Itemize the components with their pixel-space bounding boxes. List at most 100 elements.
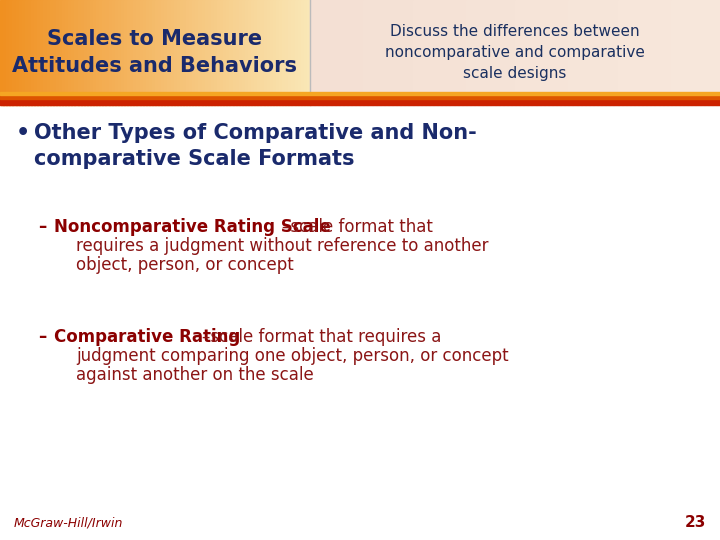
Bar [266, 0, 271, 105]
Text: –scale format that requires a: –scale format that requires a [202, 328, 441, 346]
Bar [164, 0, 168, 105]
Bar [140, 0, 143, 105]
Bar [343, 0, 348, 105]
Bar [478, 0, 483, 105]
Bar [230, 0, 233, 105]
Bar [24, 0, 29, 105]
Bar [671, 0, 676, 105]
Bar [355, 0, 360, 105]
Bar [37, 0, 41, 105]
Bar [161, 0, 166, 105]
Bar [691, 0, 696, 105]
Bar [621, 0, 626, 105]
Text: Scales to Measure
Attitudes and Behaviors: Scales to Measure Attitudes and Behavior… [12, 29, 297, 76]
Bar [379, 0, 384, 105]
Bar [0, 99, 720, 105]
Bar [392, 0, 397, 105]
Bar [330, 0, 336, 105]
Bar [314, 0, 319, 105]
Bar [396, 0, 401, 105]
Bar [239, 0, 243, 105]
Bar [294, 0, 299, 105]
Bar [433, 0, 438, 105]
Bar [568, 0, 573, 105]
Bar [118, 0, 122, 105]
Bar [539, 0, 545, 105]
Bar [202, 0, 206, 105]
Bar [417, 0, 422, 105]
Bar [0, 0, 4, 105]
Bar [606, 0, 611, 105]
Bar [133, 0, 138, 105]
Bar [425, 0, 430, 105]
Bar [326, 0, 331, 105]
Bar [482, 0, 487, 105]
Bar [359, 0, 364, 105]
Bar [50, 0, 54, 105]
Bar [226, 0, 230, 105]
Bar [548, 0, 553, 105]
Bar [503, 0, 508, 105]
Bar [292, 0, 295, 105]
Bar [171, 0, 174, 105]
Bar [712, 0, 717, 105]
Bar [90, 0, 94, 105]
Bar [220, 0, 224, 105]
Bar [149, 0, 153, 105]
Bar [413, 0, 418, 105]
Bar [56, 0, 60, 105]
Bar [136, 0, 140, 105]
Bar [642, 0, 647, 105]
Bar [486, 0, 492, 105]
Bar [445, 0, 451, 105]
Bar [318, 0, 323, 105]
Bar [233, 0, 237, 105]
Bar [0, 95, 720, 99]
Bar [527, 0, 532, 105]
Bar [384, 0, 389, 105]
Text: judgment comparing one object, person, or concept: judgment comparing one object, person, o… [76, 347, 508, 365]
Bar [388, 0, 393, 105]
Bar [189, 0, 193, 105]
Bar [31, 0, 35, 105]
Bar [53, 0, 57, 105]
Bar [105, 0, 109, 105]
Bar [696, 0, 701, 105]
Bar [62, 0, 66, 105]
Bar [490, 0, 495, 105]
Bar [609, 0, 614, 105]
Bar [703, 0, 708, 105]
Bar [145, 0, 150, 105]
Bar [180, 0, 184, 105]
Bar [335, 0, 340, 105]
Bar [84, 0, 88, 105]
Bar [351, 0, 356, 105]
Bar [495, 0, 500, 105]
Bar [261, 0, 264, 105]
Bar [99, 0, 103, 105]
Bar [462, 0, 467, 105]
Bar [659, 0, 664, 105]
Bar [223, 0, 228, 105]
Bar [109, 0, 112, 105]
Bar [437, 0, 442, 105]
Bar [93, 0, 97, 105]
Bar [304, 0, 308, 105]
Bar [654, 0, 660, 105]
Text: 23: 23 [685, 515, 706, 530]
Bar [74, 0, 78, 105]
Bar [130, 0, 135, 105]
Bar [408, 0, 413, 105]
Bar [199, 0, 202, 105]
Bar [195, 0, 199, 105]
Bar [593, 0, 598, 105]
Bar [564, 0, 570, 105]
Bar [675, 0, 680, 105]
Bar [347, 0, 352, 105]
Bar [572, 0, 577, 105]
Text: –scale format that: –scale format that [282, 218, 433, 236]
Bar [176, 0, 181, 105]
Bar [217, 0, 221, 105]
Bar [192, 0, 197, 105]
Bar [470, 0, 475, 105]
